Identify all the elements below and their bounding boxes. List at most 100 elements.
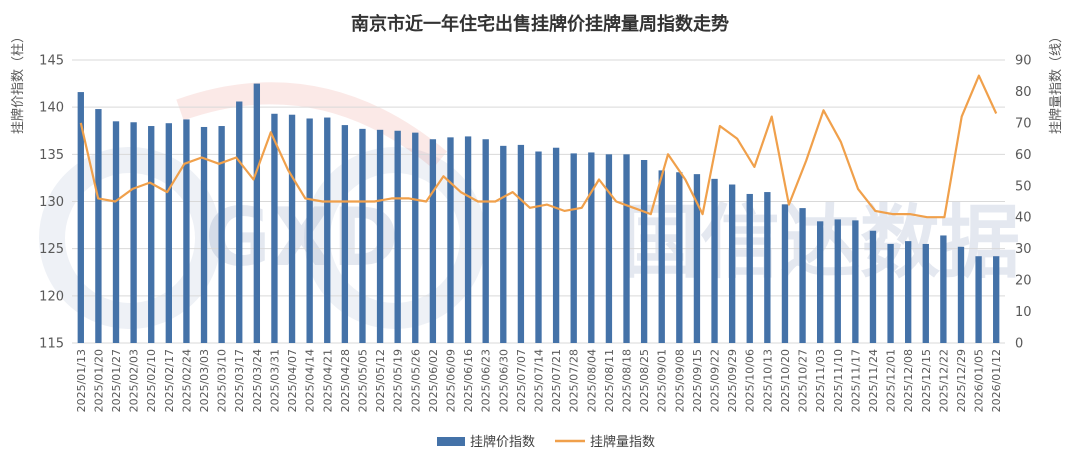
y-tick-left: 120 bbox=[39, 289, 64, 304]
x-tick: 2025/12/01 bbox=[885, 349, 898, 412]
x-tick: 2025/06/09 bbox=[445, 349, 458, 412]
y-tick-left: 135 bbox=[39, 148, 64, 163]
x-tick: 2025/07/14 bbox=[533, 349, 546, 412]
bar bbox=[165, 123, 172, 343]
bar bbox=[183, 119, 190, 344]
x-axis: 2025/01/13 2025/01/20 2025/01/27 2025/02/03… bbox=[75, 349, 1003, 412]
x-tick: 2025/12/29 bbox=[955, 349, 968, 412]
bar bbox=[535, 151, 542, 343]
bar bbox=[324, 117, 331, 343]
x-tick: 2025/06/30 bbox=[497, 349, 510, 412]
x-tick: 2025/06/23 bbox=[480, 349, 493, 412]
x-tick: 2025/05/12 bbox=[374, 349, 387, 412]
x-tick: 2025/04/07 bbox=[286, 349, 299, 412]
bar bbox=[658, 170, 665, 343]
bar bbox=[306, 118, 313, 343]
x-tick: 2025/10/27 bbox=[797, 349, 810, 412]
x-tick: 2025/07/07 bbox=[515, 349, 528, 412]
x-tick: 2025/03/10 bbox=[216, 349, 229, 412]
y-tick-left: 145 bbox=[39, 54, 64, 69]
bar bbox=[482, 139, 489, 343]
bar bbox=[922, 243, 929, 343]
bar bbox=[447, 137, 454, 343]
x-tick: 2025/03/03 bbox=[198, 349, 211, 412]
bar bbox=[887, 243, 894, 343]
y-tick-right: 30 bbox=[1015, 242, 1032, 257]
legend-swatch-bar bbox=[437, 437, 465, 446]
x-tick: 2025/01/27 bbox=[110, 349, 123, 412]
bar bbox=[95, 109, 102, 343]
x-tick: 2025/05/26 bbox=[409, 349, 422, 412]
bar bbox=[764, 192, 771, 343]
bar bbox=[570, 153, 577, 343]
x-tick: 2025/08/11 bbox=[603, 349, 616, 412]
y-tick-left: 130 bbox=[39, 195, 64, 210]
line-series bbox=[79, 74, 998, 219]
x-tick: 2025/03/24 bbox=[251, 349, 264, 412]
x-tick: 2025/05/19 bbox=[392, 349, 405, 412]
bar bbox=[728, 184, 736, 343]
bar bbox=[517, 144, 525, 343]
bar bbox=[693, 174, 701, 343]
bar bbox=[271, 113, 278, 344]
bar bbox=[640, 159, 648, 343]
watermark-swoosh bbox=[176, 82, 448, 169]
bar bbox=[552, 147, 560, 343]
bar bbox=[464, 136, 472, 343]
y-tick-right: 60 bbox=[1015, 148, 1032, 163]
x-tick: 2025/03/17 bbox=[233, 349, 246, 412]
bar bbox=[852, 220, 859, 343]
x-tick: 2025/12/08 bbox=[902, 349, 915, 412]
y-tick-left: 115 bbox=[39, 337, 64, 352]
bar bbox=[799, 208, 806, 343]
x-tick: 2025/04/14 bbox=[304, 349, 317, 412]
bar bbox=[412, 132, 419, 343]
bar bbox=[359, 128, 366, 343]
y-tick-right: 80 bbox=[1015, 85, 1032, 100]
y-tick-right: 40 bbox=[1015, 211, 1032, 226]
bar bbox=[376, 129, 384, 343]
x-tick: 2025/02/17 bbox=[163, 349, 176, 412]
y-tick-right: 70 bbox=[1015, 116, 1032, 131]
x-tick: 2025/09/29 bbox=[726, 349, 739, 412]
x-tick: 2025/07/28 bbox=[568, 349, 581, 412]
bar bbox=[341, 125, 349, 343]
y-axis-label-left: 挂牌价指数（柱） bbox=[10, 30, 26, 134]
x-tick: 2025/09/08 bbox=[673, 349, 686, 412]
x-tick: 2025/12/22 bbox=[937, 349, 950, 412]
bar bbox=[711, 178, 718, 343]
x-tick: 2025/02/03 bbox=[128, 349, 141, 412]
y-tick-right: 50 bbox=[1015, 179, 1032, 194]
legend-label-line: 挂牌量指数 bbox=[590, 434, 655, 450]
watermark-ring-left bbox=[39, 147, 221, 329]
x-tick: 2025/10/13 bbox=[761, 349, 774, 412]
legend-label-bar: 挂牌价指数 bbox=[470, 434, 535, 450]
bar bbox=[623, 154, 630, 343]
y-tick-right: 90 bbox=[1015, 54, 1032, 69]
bar bbox=[746, 193, 753, 343]
bar bbox=[834, 219, 841, 343]
bar bbox=[200, 126, 208, 343]
bar bbox=[130, 122, 137, 343]
x-tick: 2025/10/20 bbox=[779, 349, 792, 412]
bar bbox=[394, 130, 401, 343]
x-tick: 2025/11/17 bbox=[849, 349, 862, 412]
bar bbox=[500, 145, 507, 343]
chart-title: 南京市近一年住宅出售挂牌价挂牌量周指数走势 bbox=[351, 13, 729, 35]
x-tick: 2025/05/05 bbox=[357, 349, 370, 412]
x-tick: 2026/01/05 bbox=[973, 349, 986, 412]
x-tick: 2025/09/15 bbox=[691, 349, 704, 412]
bar bbox=[218, 126, 225, 344]
bar bbox=[112, 121, 120, 343]
bar bbox=[588, 152, 595, 343]
bar bbox=[77, 92, 84, 343]
x-tick: 2025/11/10 bbox=[832, 349, 845, 412]
x-tick: 2025/01/13 bbox=[75, 349, 88, 412]
bar bbox=[148, 126, 155, 344]
bar bbox=[253, 83, 261, 343]
legend: 挂牌价指数 挂牌量指数 bbox=[437, 434, 655, 450]
y-tick-right: 0 bbox=[1015, 337, 1023, 352]
x-tick: 2025/04/28 bbox=[339, 349, 352, 412]
